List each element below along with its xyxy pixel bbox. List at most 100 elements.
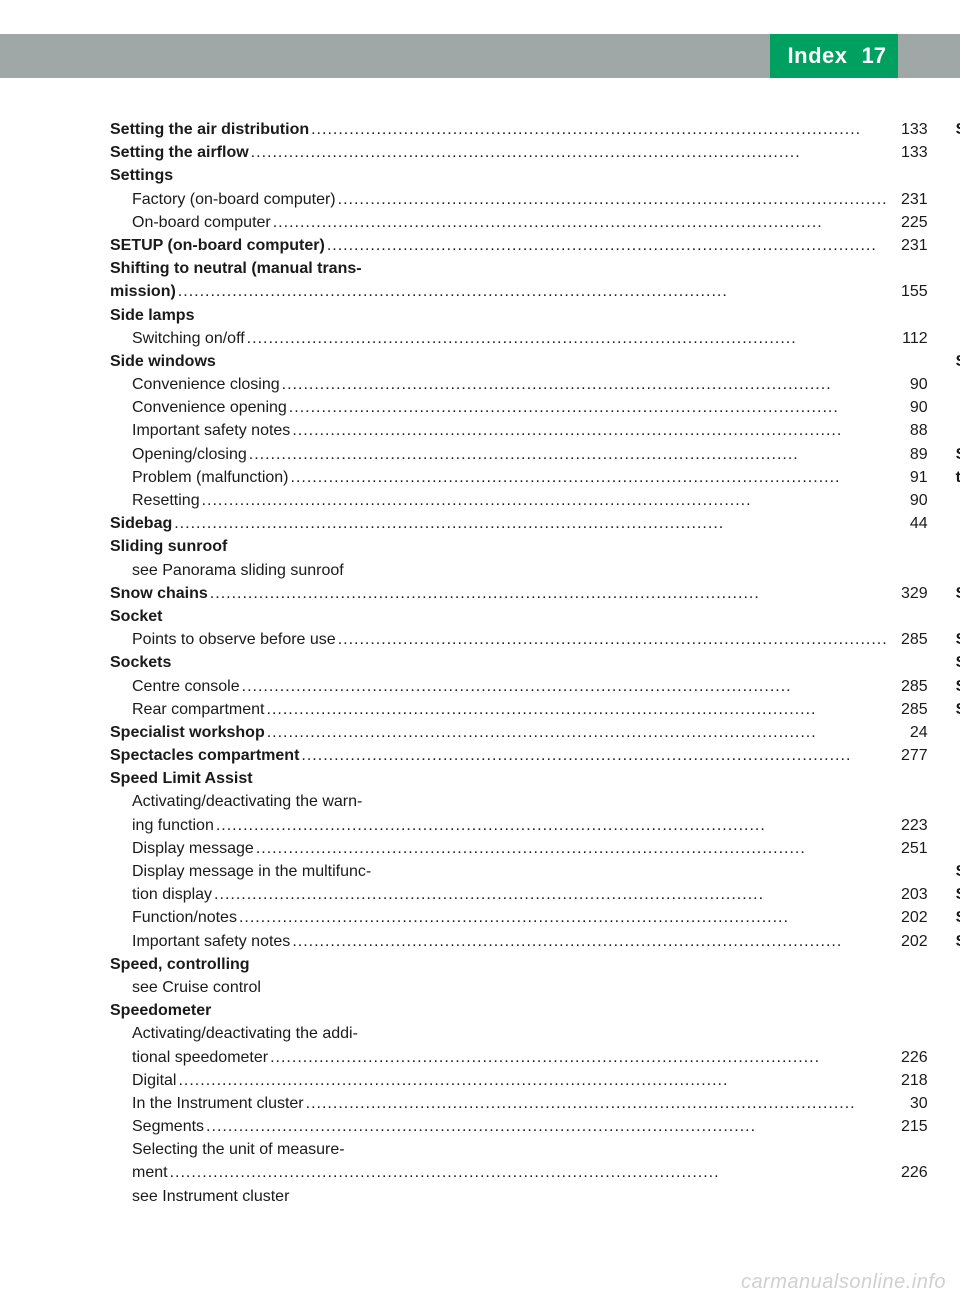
index-entry-label: Start/stop function bbox=[956, 582, 960, 605]
leader-dots bbox=[280, 373, 890, 396]
leader-dots bbox=[299, 744, 889, 767]
index-entry-label: Speedometer bbox=[110, 999, 211, 1022]
index-row: tional speedometer226 bbox=[110, 1046, 928, 1069]
index-row: Display message255 bbox=[956, 164, 960, 187]
index-entry-label: see Cruise control bbox=[132, 976, 261, 999]
index-entry-page: 285 bbox=[890, 698, 928, 721]
index-row: Spectacles compartment277 bbox=[956, 1138, 960, 1161]
index-row: Rear compartment 285 bbox=[110, 698, 928, 721]
leader-dots bbox=[245, 327, 890, 350]
index-row: Under driver's seat/front- bbox=[956, 1161, 960, 1184]
index-entry-label: Digital bbox=[132, 1069, 176, 1092]
index-row: Centre console277 bbox=[956, 999, 960, 1022]
index-row: ment226 bbox=[110, 1161, 928, 1184]
index-row: SRS (Supplemental Restraint Sys- bbox=[956, 443, 960, 466]
index-row: Side lamps bbox=[110, 304, 928, 327]
index-row: Introduction41 bbox=[956, 512, 960, 535]
index-row: Gearshift paddles160 bbox=[956, 814, 960, 837]
index-row: Setting the air distribution133 bbox=[110, 118, 928, 141]
index-entry-label: Activating/deactivating the warn- bbox=[132, 790, 362, 813]
index-entry-label: Important safety notes bbox=[132, 930, 290, 953]
index-row: Function/notes175 bbox=[956, 188, 960, 211]
index-entry-label: tional speedometer bbox=[132, 1046, 268, 1069]
index-entry-page: 251 bbox=[890, 837, 928, 860]
index-entry-page: 215 bbox=[890, 1115, 928, 1138]
index-row: Important safety information276 bbox=[956, 1092, 960, 1115]
index-row: Speed, controlling bbox=[110, 953, 928, 976]
index-row: Convenience opening90 bbox=[110, 396, 928, 419]
index-row: Buttons (on-board computer)215 bbox=[956, 767, 960, 790]
index-entry-label: Sockets bbox=[110, 651, 171, 674]
index-entry-page: 202 bbox=[890, 906, 928, 929]
index-entry-page: 133 bbox=[890, 141, 928, 164]
index-entry-label: Rear compartment bbox=[132, 698, 265, 721]
index-entry-label: Spectacles compartment bbox=[110, 744, 299, 767]
index-row: Activating/deactivating the warn- bbox=[110, 790, 928, 813]
index-entry-page: 223 bbox=[890, 814, 928, 837]
leader-dots bbox=[336, 628, 890, 651]
index-entry-page: 285 bbox=[890, 675, 928, 698]
index-entry-label: Stopwatch (RACETIMER) bbox=[956, 883, 960, 906]
index-entry-page: 285 bbox=[890, 628, 928, 651]
index-entry-label: In the Instrument cluster bbox=[132, 1092, 304, 1115]
index-entry-label: Steering wheel gearshift paddles bbox=[956, 860, 960, 883]
index-row: On-board computer225 bbox=[110, 211, 928, 234]
index-entry-page: 155 bbox=[890, 280, 928, 303]
index-row: SETUP (on-board computer)231 bbox=[110, 234, 928, 257]
index-row: Points to observe before use285 bbox=[110, 628, 928, 651]
header-page-number: 17 bbox=[862, 43, 886, 69]
index-row: Resetting 90 bbox=[110, 489, 928, 512]
index-row: passenger seat278 bbox=[956, 1185, 960, 1208]
index-row: Socket bbox=[110, 605, 928, 628]
leader-dots bbox=[287, 396, 890, 419]
index-row: Adjusting (manually)104 bbox=[956, 721, 960, 744]
index-row: Selecting the unit of measure- bbox=[110, 1138, 928, 1161]
index-column-right: SPEEDTRONICDeactivating variable177Displ… bbox=[956, 118, 960, 1242]
index-row: Digital218 bbox=[110, 1069, 928, 1092]
index-row: Steering wheel gearshift paddles160 bbox=[956, 860, 960, 883]
index-entry-label: Setting the airflow bbox=[110, 141, 249, 164]
index-entry-page: 329 bbox=[890, 582, 928, 605]
index-entry-page: 90 bbox=[890, 489, 928, 512]
index-entry-label: see Panorama sliding sunroof bbox=[132, 559, 344, 582]
index-row: Glove compartment277 bbox=[956, 1069, 960, 1092]
index-row: LIM indicator lamp176 bbox=[956, 234, 960, 257]
index-entry-label: SPORT handling mode bbox=[956, 350, 960, 373]
leader-dots bbox=[240, 675, 890, 698]
index-entry-label: SRS (Supplemental Restraint Sys- bbox=[956, 443, 960, 466]
index-entry-label: tion display bbox=[132, 883, 212, 906]
index-entry-label: Convenience closing bbox=[132, 373, 280, 396]
index-entry-label: Stowage compartments bbox=[956, 930, 960, 953]
index-entry-label: Steering (display message) bbox=[956, 675, 960, 698]
index-entry-label: Side lamps bbox=[110, 304, 194, 327]
index-row: Side windows bbox=[110, 350, 928, 373]
index-entry-label: Centre console bbox=[132, 675, 240, 698]
index-entry-label: mission) bbox=[110, 280, 176, 303]
index-row: Stowage areas276 bbox=[956, 906, 960, 929]
index-row: Cleaning302 bbox=[956, 790, 960, 813]
index-row: see Cruise control bbox=[110, 976, 928, 999]
index-row: Convenience closing90 bbox=[110, 373, 928, 396]
index-row: Activating/deactivating the addi- bbox=[110, 1022, 928, 1045]
leader-dots bbox=[176, 280, 890, 303]
index-entry-page: 88 bbox=[890, 419, 928, 442]
index-row: tem) bbox=[956, 466, 960, 489]
leader-dots bbox=[237, 906, 890, 929]
index-entry-label: Resetting bbox=[132, 489, 200, 512]
index-row: Cup holder282 bbox=[956, 1046, 960, 1069]
header-title-block: Index 17 bbox=[770, 34, 898, 78]
index-entry-label: Sidebag bbox=[110, 512, 172, 535]
index-row: Starting (engine)147 bbox=[956, 628, 960, 651]
index-entry-label: Activating/deactivating the addi- bbox=[132, 1022, 358, 1045]
index-entry-label: STEER CONTROL bbox=[956, 651, 960, 674]
leader-dots bbox=[204, 1115, 890, 1138]
index-row: Deactivating variable177 bbox=[956, 141, 960, 164]
leader-dots bbox=[249, 141, 890, 164]
index-entry-page: 89 bbox=[890, 443, 928, 466]
index-row: Variable176 bbox=[956, 327, 960, 350]
index-row: see ECO start/stop function bbox=[956, 605, 960, 628]
leader-dots bbox=[325, 234, 890, 257]
index-row: Warning lamp (function)41 bbox=[956, 559, 960, 582]
leader-dots bbox=[268, 1046, 890, 1069]
leader-dots bbox=[208, 582, 890, 605]
